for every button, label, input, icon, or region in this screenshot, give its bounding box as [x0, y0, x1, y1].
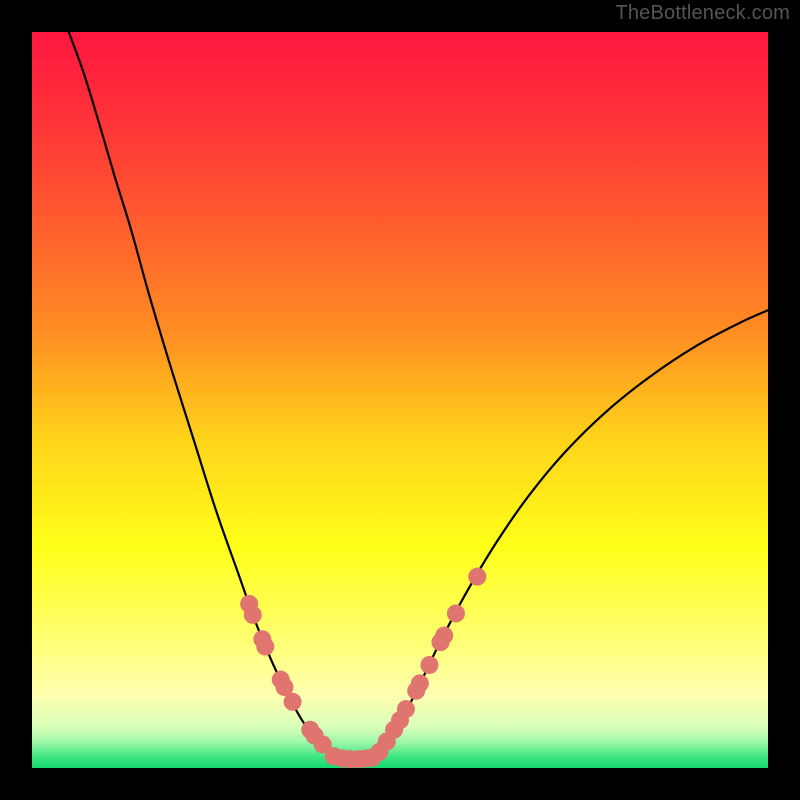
marker right-mid-cluster — [411, 674, 429, 692]
watermark-label: TheBottleneck.com — [615, 2, 790, 25]
marker right-upper-cluster — [447, 604, 465, 622]
marker right-outlier — [468, 568, 486, 586]
marker right-mid-cluster — [420, 656, 438, 674]
marker left-upper-cluster — [244, 606, 262, 624]
plot-area — [32, 32, 768, 768]
marker right-upper-cluster — [435, 627, 453, 645]
marker left-upper-cluster — [256, 638, 274, 656]
marker left-mid-cluster — [284, 693, 302, 711]
chart-stage: TheBottleneck.com — [0, 0, 800, 800]
plot-svg — [32, 32, 768, 768]
marker right-lower-cluster — [397, 700, 415, 718]
plot-background — [32, 32, 768, 768]
